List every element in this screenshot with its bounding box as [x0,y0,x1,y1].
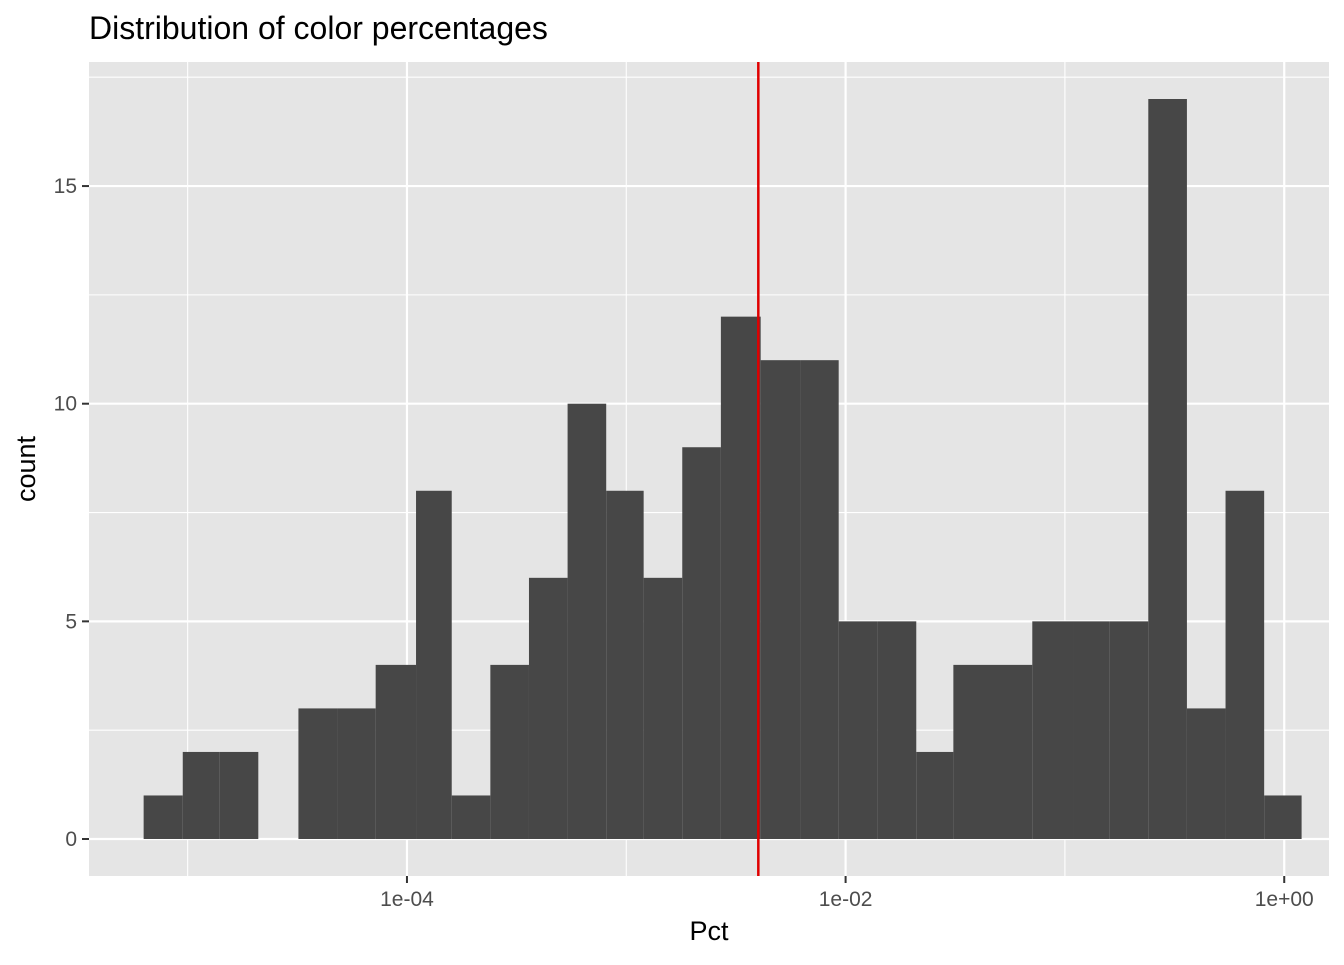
histogram-bar [298,708,338,839]
x-tick-label: 1e-02 [819,888,873,911]
histogram-bar [1186,708,1226,839]
histogram-bar [567,403,607,839]
histogram-bar [1109,621,1149,839]
x-axis: 1e-04 1e-02 1e+00 [380,876,1314,911]
histogram-bar [490,664,529,839]
histogram-bar [760,360,801,839]
histogram-bar [643,577,683,839]
histogram-bar [1148,99,1187,839]
histogram-bar [528,577,568,839]
histogram-bar [375,664,417,839]
histogram-bar [606,490,644,839]
histogram-bar [682,447,721,839]
histogram-bar [451,795,491,839]
y-tick-label: 5 [65,610,77,633]
histogram-bar [337,708,376,839]
histogram-bar [800,360,839,839]
histogram-bar [143,795,183,839]
histogram-bars [143,99,1302,839]
histogram-bar [1225,490,1265,839]
histogram-bar [953,664,993,839]
histogram-bar [1073,621,1110,839]
histogram-bar [1264,795,1302,839]
histogram-bar [720,316,761,839]
y-axis: 0 5 10 15 [54,175,89,851]
y-tick-label: 10 [54,393,77,416]
y-tick-label: 0 [65,828,77,851]
chart-title: Distribution of color percentages [89,10,548,46]
histogram-bar [182,751,220,839]
histogram-bar [219,751,259,839]
histogram-bar [993,664,1033,839]
y-axis-label: count [11,435,41,502]
histogram-bar [877,621,917,839]
histogram-bar [1032,621,1074,839]
x-tick-label: 1e+00 [1255,888,1314,911]
histogram-bar [416,490,452,839]
y-tick-label: 15 [54,175,77,198]
histogram-bar [838,621,878,839]
x-tick-label: 1e-04 [380,888,434,911]
x-axis-label: Pct [689,916,729,946]
histogram-bar [916,751,954,839]
